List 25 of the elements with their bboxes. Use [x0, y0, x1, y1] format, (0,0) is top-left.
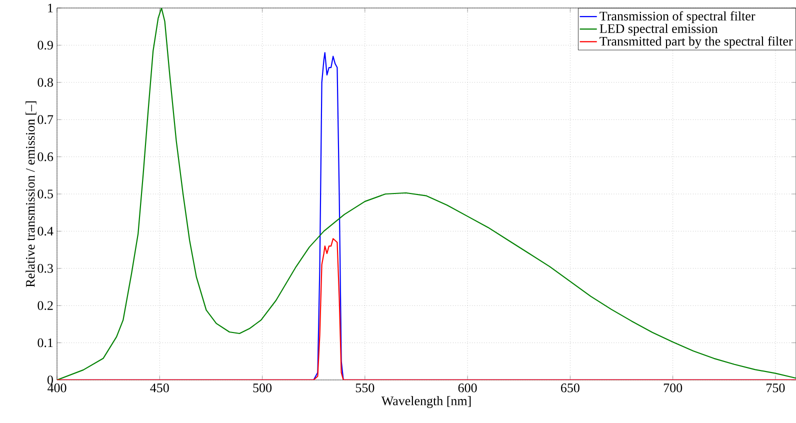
line-series [57, 238, 796, 380]
y-tick-label: 1 [48, 4, 53, 12]
x-tick-label: 400 [48, 384, 66, 392]
y-tick-label: 0.3 [38, 264, 53, 273]
y-tick-label: 0.5 [38, 190, 53, 198]
y-tick-label: 0.4 [38, 226, 54, 236]
x-tick-label: 700 [664, 384, 682, 392]
x-tick-label: 750 [766, 384, 785, 392]
y-axis-title: Relative transmission / emission [–] [26, 101, 36, 288]
x-tick-label: 550 [356, 384, 374, 392]
x-axis-title: Wavelength [nm] [381, 396, 471, 408]
y-tick-label: 0.8 [38, 78, 53, 87]
x-tick-label: 450 [150, 384, 169, 392]
x-tick-label: 500 [253, 384, 272, 392]
x-tick-label: 650 [561, 384, 580, 392]
y-tick-label: 0 [47, 376, 53, 384]
y-tick-label: 0.6 [38, 152, 54, 162]
y-tick-label: 0.2 [38, 301, 53, 310]
x-tick-label: 600 [458, 384, 477, 392]
y-tick-label: 0.1 [38, 338, 53, 348]
legend-label: LED spectral emission [600, 24, 718, 36]
legend-label: Transmission of spectral filter [600, 11, 756, 24]
y-tick-label: 0.9 [38, 40, 53, 50]
y-tick-label: 0.7 [38, 115, 54, 124]
legend-label: Transmitted part by the spectral filter [600, 36, 793, 48]
